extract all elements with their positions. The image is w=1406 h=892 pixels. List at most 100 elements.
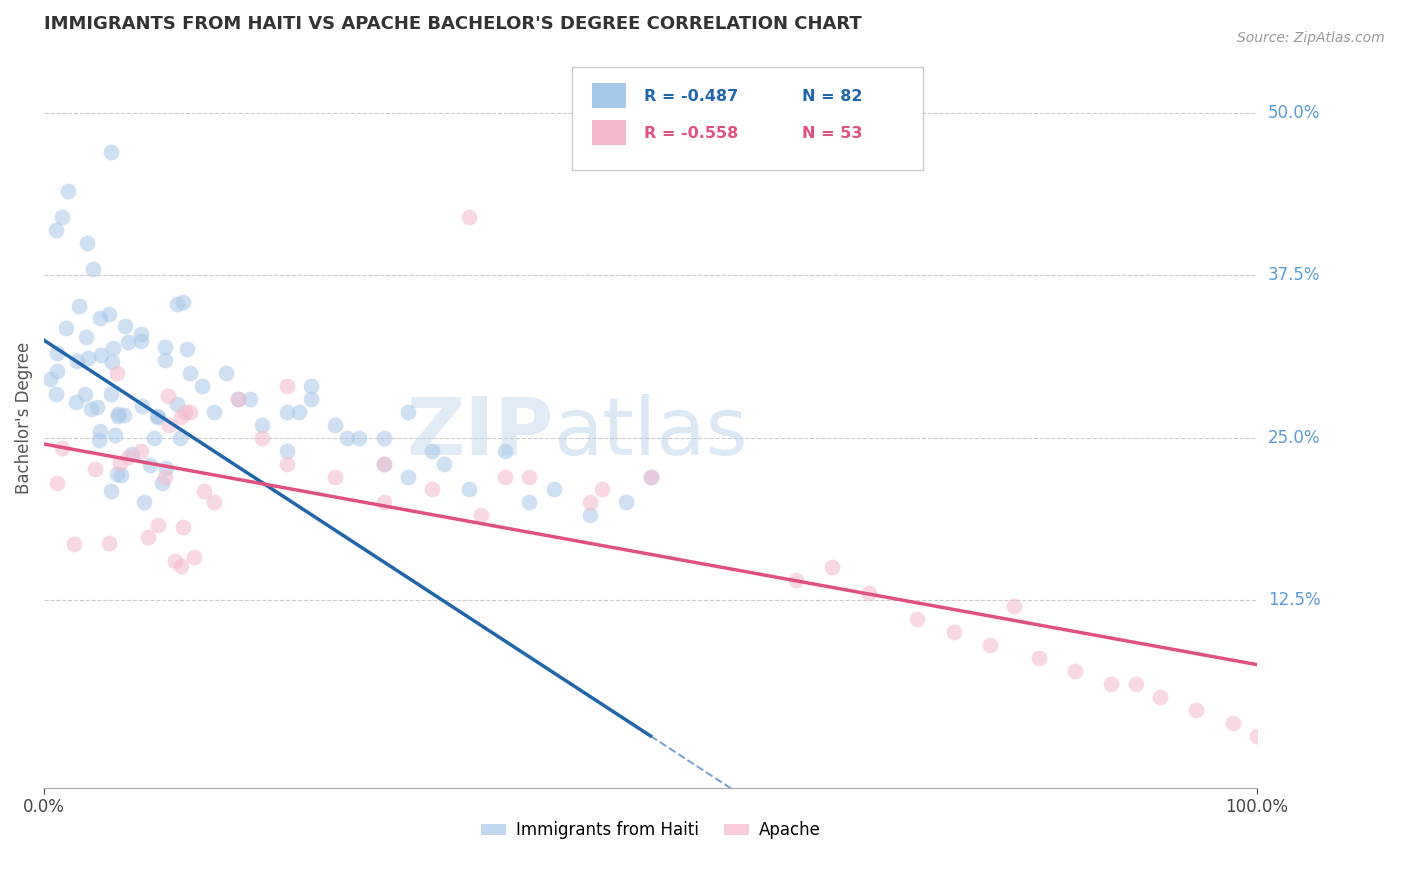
Point xyxy=(226,392,249,406)
Point xyxy=(543,483,565,497)
Text: 37.5%: 37.5% xyxy=(1268,267,1320,285)
Point xyxy=(89,311,111,326)
Point xyxy=(202,404,225,418)
Point xyxy=(150,476,173,491)
Point xyxy=(166,397,188,411)
Point xyxy=(373,457,395,471)
Text: atlas: atlas xyxy=(554,394,748,472)
Point xyxy=(579,508,602,523)
Point xyxy=(46,346,69,360)
Point xyxy=(166,297,188,311)
Point xyxy=(193,483,215,498)
Text: R = -0.558: R = -0.558 xyxy=(644,126,738,141)
Point xyxy=(215,366,238,380)
Point xyxy=(169,431,191,445)
Point xyxy=(591,483,613,497)
Point xyxy=(373,457,395,471)
Point xyxy=(87,433,110,447)
Point xyxy=(979,638,1001,652)
Point xyxy=(640,469,662,483)
Point xyxy=(108,456,131,470)
Legend: Immigrants from Haiti, Apache: Immigrants from Haiti, Apache xyxy=(474,814,827,846)
Point xyxy=(142,431,165,445)
Point xyxy=(494,469,516,483)
Point xyxy=(157,418,180,433)
Point xyxy=(145,409,167,424)
Point xyxy=(45,223,67,237)
Text: IMMIGRANTS FROM HAITI VS APACHE BACHELOR'S DEGREE CORRELATION CHART: IMMIGRANTS FROM HAITI VS APACHE BACHELOR… xyxy=(44,15,862,33)
Point xyxy=(457,483,479,497)
Point xyxy=(1246,729,1268,743)
Point xyxy=(117,334,139,349)
Point xyxy=(129,326,152,341)
Y-axis label: Bachelor's Degree: Bachelor's Degree xyxy=(15,342,32,494)
Point xyxy=(55,321,77,335)
Point xyxy=(39,372,62,386)
Point xyxy=(276,378,298,392)
Point xyxy=(1125,677,1147,691)
Point xyxy=(155,461,177,475)
Point xyxy=(114,319,136,334)
Point xyxy=(58,184,80,198)
Point xyxy=(179,366,201,380)
Point xyxy=(73,387,96,401)
Text: ZIP: ZIP xyxy=(406,394,554,472)
Point xyxy=(276,457,298,471)
Point xyxy=(396,404,419,418)
Point xyxy=(252,417,274,432)
Point xyxy=(579,495,602,509)
FancyBboxPatch shape xyxy=(592,120,626,145)
Point xyxy=(132,495,155,509)
Point xyxy=(103,342,125,356)
Point xyxy=(155,340,177,354)
Point xyxy=(1222,716,1244,731)
Point xyxy=(76,351,98,365)
Point xyxy=(63,537,86,551)
Point xyxy=(139,458,162,472)
Point xyxy=(179,404,201,418)
Point xyxy=(821,560,844,574)
Point xyxy=(107,409,129,424)
Point xyxy=(191,378,214,392)
Point xyxy=(107,407,129,421)
Point xyxy=(163,554,186,568)
Point xyxy=(156,389,179,403)
Point xyxy=(101,355,124,369)
Point xyxy=(117,450,139,464)
Point xyxy=(172,295,194,310)
Point xyxy=(89,424,111,438)
Text: Source: ZipAtlas.com: Source: ZipAtlas.com xyxy=(1237,31,1385,45)
Point xyxy=(84,462,107,476)
Point xyxy=(1028,651,1050,665)
Point xyxy=(202,495,225,509)
Point xyxy=(785,574,807,588)
Point xyxy=(276,404,298,418)
Point xyxy=(1185,703,1208,717)
Point xyxy=(110,468,132,483)
Point xyxy=(172,519,194,533)
Text: 50.0%: 50.0% xyxy=(1268,104,1320,122)
Text: R = -0.487: R = -0.487 xyxy=(644,89,738,104)
Point xyxy=(1149,690,1171,704)
Point xyxy=(470,508,492,523)
Point xyxy=(90,348,112,362)
Point xyxy=(517,469,540,483)
Point xyxy=(614,495,637,509)
Point xyxy=(494,443,516,458)
Point xyxy=(75,330,97,344)
Point xyxy=(373,431,395,445)
Point xyxy=(1099,677,1122,691)
Point xyxy=(45,364,67,378)
Point xyxy=(45,476,67,491)
Point xyxy=(396,469,419,483)
Point xyxy=(299,378,322,392)
Point xyxy=(349,431,371,445)
Point xyxy=(80,402,103,417)
Point xyxy=(51,210,73,224)
Text: 12.5%: 12.5% xyxy=(1268,591,1320,608)
Point xyxy=(252,431,274,445)
Point xyxy=(86,400,108,414)
Text: N = 53: N = 53 xyxy=(803,126,863,141)
Point xyxy=(138,529,160,543)
Text: N = 82: N = 82 xyxy=(803,89,863,104)
